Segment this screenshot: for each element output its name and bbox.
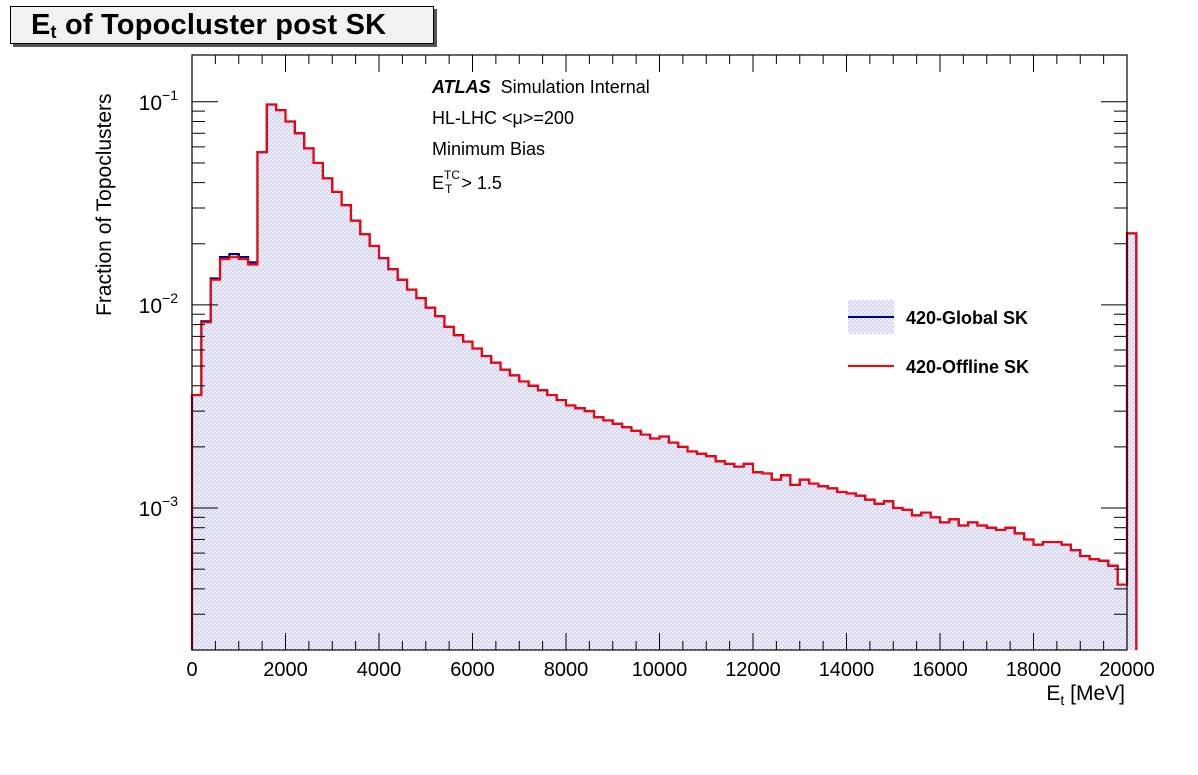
y-tick-label: 10−3 bbox=[139, 493, 179, 521]
atlas-label: ATLAS Simulation Internal bbox=[431, 77, 650, 97]
chart-title: Et of Topocluster post SK bbox=[31, 9, 386, 43]
x-tick-label: 0 bbox=[186, 659, 197, 681]
title-sub: t bbox=[50, 22, 57, 42]
annotation-line: Minimum Bias bbox=[432, 139, 545, 159]
histogram-layer bbox=[190, 103, 1138, 650]
x-tick-label: 12000 bbox=[725, 659, 781, 681]
legend-label-global: 420-Global SK bbox=[906, 308, 1028, 328]
x-tick-label: 8000 bbox=[544, 659, 589, 681]
x-tick-labels: 0 2000 4000 6000 8000 10000 12000 14000 … bbox=[186, 659, 1154, 681]
x-tick-label: 18000 bbox=[1006, 659, 1062, 681]
plot-frame bbox=[191, 54, 1128, 651]
annotation-line: HL-LHC <μ>=200 bbox=[432, 108, 574, 128]
x-tick-label: 14000 bbox=[819, 659, 875, 681]
y-tick-label: 10−1 bbox=[139, 87, 179, 115]
title-box: Et of Topocluster post SK bbox=[10, 6, 434, 44]
y-tick-label: 10−2 bbox=[139, 290, 179, 318]
legend-label-offline: 420-Offline SK bbox=[906, 357, 1029, 377]
x-tick-label: 20000 bbox=[1099, 659, 1155, 681]
x-tick-label: 2000 bbox=[263, 659, 308, 681]
legend: 420-Global SK 420-Offline SK bbox=[848, 300, 1029, 377]
x-tick-label: 10000 bbox=[632, 659, 688, 681]
x-tick-label: 6000 bbox=[450, 659, 495, 681]
x-axis-label: Et [MeV] bbox=[1046, 682, 1125, 708]
annotation-line: ETC T > 1.5 bbox=[432, 168, 502, 196]
histogram-fill bbox=[192, 104, 1137, 650]
annotations: ATLAS Simulation Internal HL-LHC <μ>=200 … bbox=[431, 77, 650, 196]
title-rest: of Topocluster post SK bbox=[56, 9, 387, 41]
y-tick-labels: 10−1 10−2 10−3 bbox=[139, 87, 179, 521]
title-main: E bbox=[31, 9, 51, 41]
series-line-offline bbox=[191, 103, 1138, 650]
x-tick-label: 16000 bbox=[912, 659, 968, 681]
x-tick-label: 4000 bbox=[357, 659, 402, 681]
y-axis-label: Fraction of Topoclusters bbox=[93, 93, 116, 316]
